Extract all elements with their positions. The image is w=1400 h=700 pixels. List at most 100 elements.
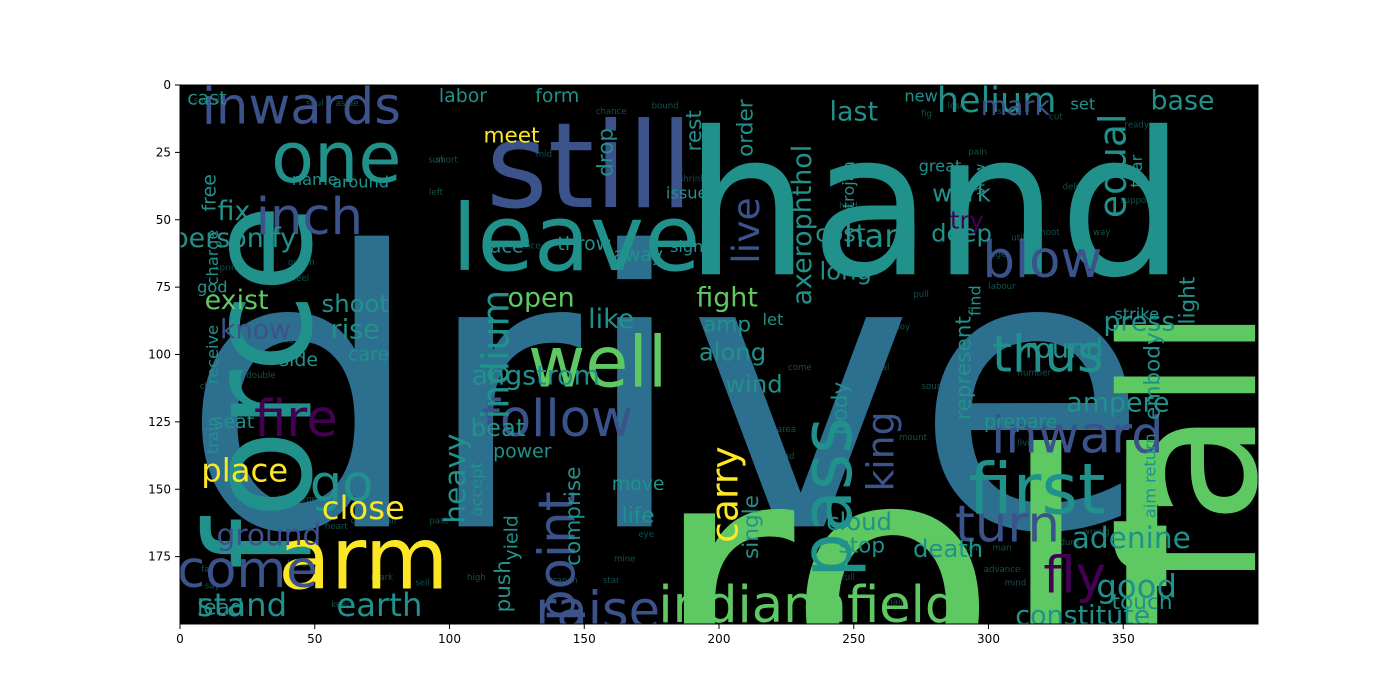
word-mortal: mortal xyxy=(861,363,889,373)
word-star: star xyxy=(603,576,620,586)
word-free: free xyxy=(199,174,221,211)
word-wind: wind xyxy=(725,370,782,399)
word-deep: deep xyxy=(931,219,992,248)
word-living: living xyxy=(1017,438,1040,448)
word-support: support xyxy=(1120,196,1154,206)
x-axis: 0 50 100 150 200 250 300 350 xyxy=(176,624,1135,646)
word-keep: keep xyxy=(331,600,352,610)
word-fig: fig xyxy=(921,110,932,120)
word-cast: cast xyxy=(187,88,226,110)
word-ground: ground xyxy=(217,518,322,552)
word-labor: labor xyxy=(439,85,487,107)
word-heart: heart xyxy=(325,522,349,532)
word-last: last xyxy=(830,97,879,128)
word-equal: equal xyxy=(1091,114,1135,219)
word-view: view xyxy=(972,164,988,195)
word-one: one xyxy=(271,117,401,199)
word-find: find xyxy=(966,285,985,316)
word-set: set xyxy=(1070,94,1095,113)
word-try: try xyxy=(950,205,984,234)
word-wrong: wrong xyxy=(1083,527,1110,537)
word-discharge: discharge xyxy=(275,495,317,505)
word-aside: aside xyxy=(336,99,359,109)
word-meet: meet xyxy=(483,124,539,149)
word-constitute: constitute xyxy=(1015,600,1150,631)
word-death: death xyxy=(913,534,983,563)
word-cost: cost xyxy=(815,219,865,248)
word-place: place xyxy=(201,451,288,489)
word-double: double xyxy=(246,371,275,381)
word-royal: royal xyxy=(285,336,306,346)
word-carry: carry xyxy=(702,446,746,542)
x-tick-label: 200 xyxy=(708,632,731,646)
word-train: train xyxy=(203,416,222,454)
word-personify: personify xyxy=(172,223,297,254)
word-mark: mark xyxy=(981,91,1051,122)
word-angstrom: angstrom xyxy=(472,361,600,392)
word-far: far xyxy=(201,565,213,575)
word-push: push xyxy=(491,560,516,612)
word-short: short xyxy=(436,156,459,166)
word-around: around xyxy=(332,173,389,192)
word-rage: rage xyxy=(987,250,1007,260)
word-fly: fly xyxy=(1043,546,1106,606)
word-split: split xyxy=(961,544,980,554)
word-experience: experience xyxy=(493,242,541,252)
word-arm: arm xyxy=(278,509,449,609)
word-man: man xyxy=(992,544,1011,554)
word-suffer: suffer xyxy=(1052,412,1077,422)
word-earth: earth xyxy=(336,586,422,624)
word-fight: fight xyxy=(696,282,758,313)
word-follow: follow xyxy=(482,389,633,449)
word-still: still xyxy=(486,97,693,235)
y-tick-label: 75 xyxy=(156,280,171,294)
word-first: first xyxy=(969,448,1106,530)
word-send: send xyxy=(997,107,1018,117)
word-raise: raise xyxy=(535,581,660,641)
word-assume: assume xyxy=(1066,511,1099,521)
word-sound: sound xyxy=(194,96,220,106)
word-indianafield: indianafield xyxy=(658,575,957,635)
y-tick-label: 0 xyxy=(163,78,171,92)
word-rise: rise xyxy=(331,315,380,346)
word-yield: yield xyxy=(501,515,523,560)
word-move: move xyxy=(612,473,665,495)
word-ampere: ampere xyxy=(1066,388,1169,419)
word-great: great xyxy=(919,156,962,175)
word-god: god xyxy=(197,278,227,297)
word-close: close xyxy=(322,489,405,527)
word-bad: bad xyxy=(778,452,794,462)
word-lead: lead xyxy=(197,595,243,620)
word-indium: indium xyxy=(473,290,517,419)
y-tick-label: 150 xyxy=(148,482,171,496)
word-thus: thus xyxy=(992,325,1104,385)
word-away: away xyxy=(613,244,663,266)
word-sell: sell xyxy=(415,579,430,589)
word-axerophthol: axerophthol xyxy=(787,145,818,306)
word-strike: strike xyxy=(1114,305,1159,324)
word-comprise: comprise xyxy=(561,467,586,566)
word-fair: fair xyxy=(383,517,398,527)
word-roll: roll xyxy=(653,383,1190,700)
plot-area xyxy=(180,85,1258,624)
word-branch: branch xyxy=(548,576,578,586)
word-base: base xyxy=(1150,86,1214,117)
word-pass: pass xyxy=(786,417,868,577)
word-die: die xyxy=(968,180,981,190)
word-face: face xyxy=(483,236,523,258)
word-cloud: sound soul asideshortmidchanceboundshrinkl… xyxy=(172,85,1258,700)
word-fire: fire xyxy=(254,389,338,449)
x-tick-label: 250 xyxy=(842,632,865,646)
y-tick-label: 50 xyxy=(156,213,171,227)
word-bound: bound xyxy=(652,102,679,112)
y-tick-label: 125 xyxy=(148,415,171,429)
x-tick-label: 150 xyxy=(573,632,596,646)
word-press: press xyxy=(1103,307,1175,338)
word-border: border xyxy=(287,560,316,570)
word-shoot: shoot xyxy=(322,289,389,318)
word-issue: issue xyxy=(666,183,708,202)
word-charge: charge xyxy=(203,230,222,286)
word-tear: tear xyxy=(1127,154,1146,187)
word-turn: turn xyxy=(955,494,1060,554)
word-single: single xyxy=(739,495,764,559)
